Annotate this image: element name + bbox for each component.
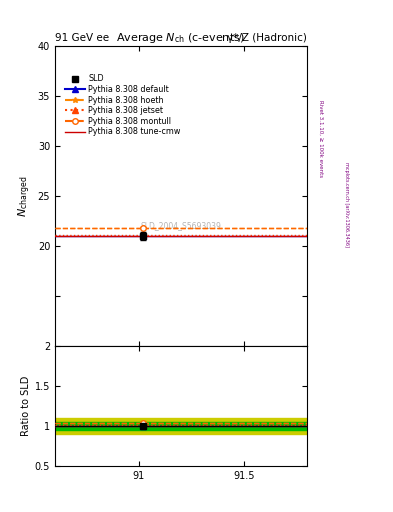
Legend: SLD, Pythia 8.308 default, Pythia 8.308 hoeth, Pythia 8.308 jetset, Pythia 8.308: SLD, Pythia 8.308 default, Pythia 8.308 … bbox=[62, 71, 184, 140]
Text: 91 GeV ee: 91 GeV ee bbox=[55, 33, 109, 44]
Text: γ*/Z (Hadronic): γ*/Z (Hadronic) bbox=[227, 33, 307, 44]
Y-axis label: Ratio to SLD: Ratio to SLD bbox=[20, 376, 31, 436]
Text: SLD_2004_S5693039: SLD_2004_S5693039 bbox=[140, 222, 221, 230]
Text: mcplots.cern.ch [arXiv:1306.3436]: mcplots.cern.ch [arXiv:1306.3436] bbox=[344, 162, 349, 247]
Text: Rivet 3.1.10, ≥ 100k events: Rivet 3.1.10, ≥ 100k events bbox=[318, 100, 323, 177]
Title: Average $N_{\mathregular{ch}}$ (c-events): Average $N_{\mathregular{ch}}$ (c-events… bbox=[116, 31, 245, 45]
Bar bbox=[55, 422, 307, 430]
Bar bbox=[55, 418, 307, 434]
Y-axis label: $N_{\mathregular{charged}}$: $N_{\mathregular{charged}}$ bbox=[17, 175, 33, 217]
